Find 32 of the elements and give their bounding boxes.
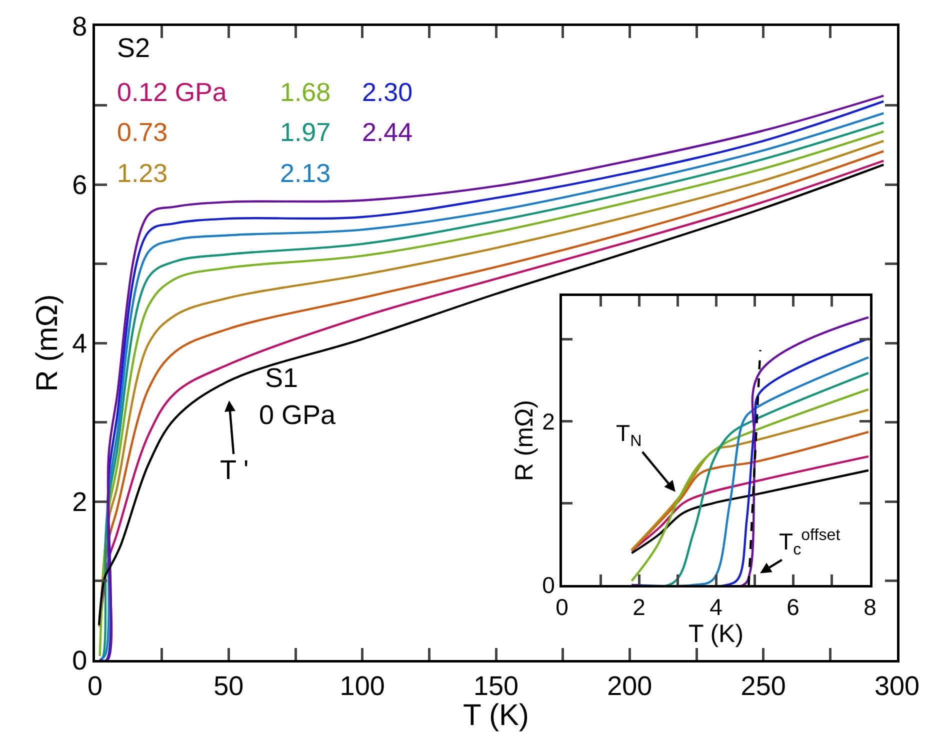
x-tick-label: 150 xyxy=(473,670,519,701)
series-label: 2.44 xyxy=(362,117,413,147)
text: 1.23 xyxy=(117,158,168,188)
y-tick-label: 8 xyxy=(72,11,88,42)
x-tick-label: 50 xyxy=(214,670,244,701)
x-tick-label: 2 xyxy=(632,594,646,620)
x-axis-title: T (K) xyxy=(462,699,530,732)
text: 1.68 xyxy=(280,77,331,107)
y-axis-title: R (mΩ) xyxy=(510,400,539,482)
x-axis-title: T (K) xyxy=(688,620,744,648)
text: 0.12 GPa xyxy=(117,77,228,107)
y-tick-label: 0 xyxy=(72,645,88,676)
y-tick-label: 2 xyxy=(72,486,88,517)
y-tick-label: 4 xyxy=(72,328,88,358)
x-tick-label: 300 xyxy=(874,670,920,701)
text: 2.30 xyxy=(362,77,413,107)
text: 0.73 xyxy=(117,117,168,147)
annotation: S1 xyxy=(265,363,298,393)
annotation: T$_{N}$ xyxy=(616,420,642,450)
y-tick-label: 6 xyxy=(72,170,88,200)
annotation: T ' xyxy=(220,455,249,485)
annotation: S2 xyxy=(117,33,150,63)
y-axis-title: R (mΩ) xyxy=(30,294,64,392)
x-tick-label: 8 xyxy=(864,594,876,620)
x-tick-label: 100 xyxy=(340,670,385,701)
text: 1.97 xyxy=(280,117,331,147)
x-tick-label: 200 xyxy=(607,670,652,701)
annotation: 0 GPa xyxy=(259,400,337,430)
x-tick-label: 6 xyxy=(786,594,800,620)
x-tick-label: 250 xyxy=(740,670,786,701)
series-label: 2.13 xyxy=(280,158,331,188)
x-tick-label: 4 xyxy=(710,594,723,620)
